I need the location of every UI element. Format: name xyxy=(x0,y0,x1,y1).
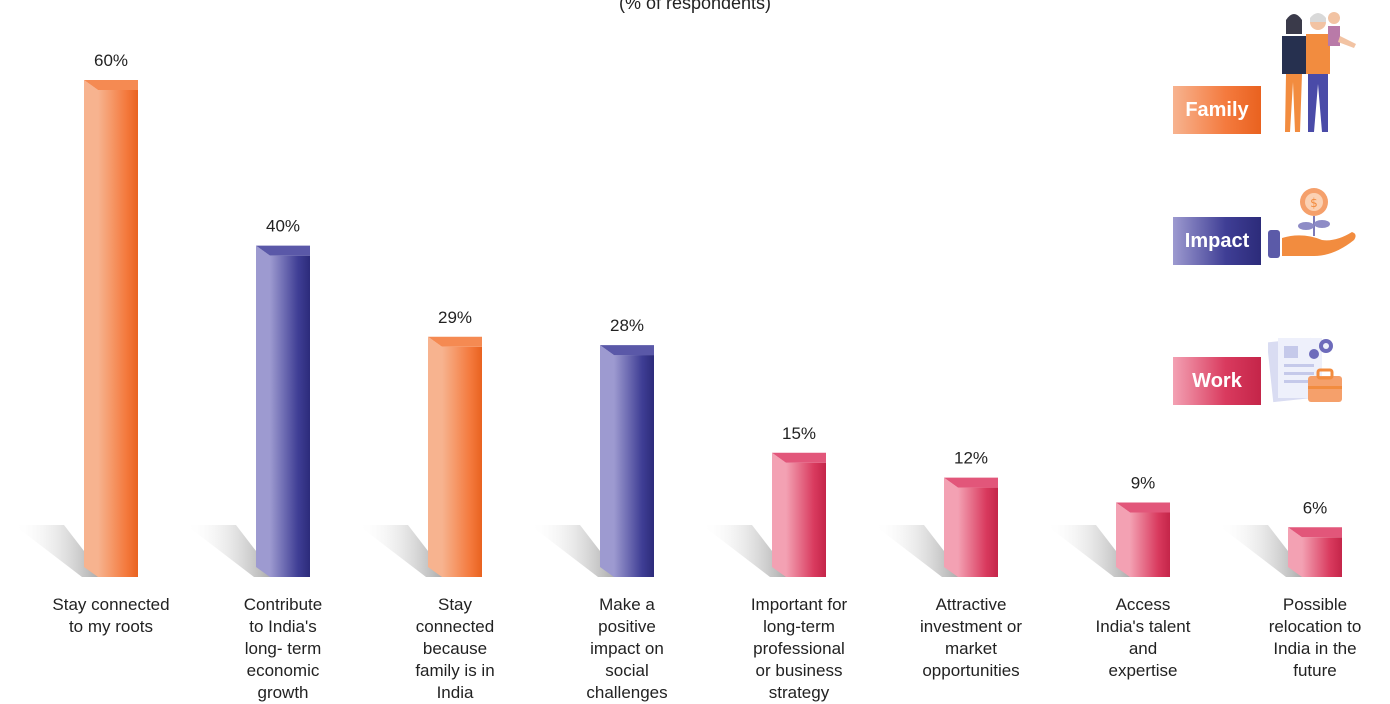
bar-5 xyxy=(772,452,826,577)
bar-side-face xyxy=(84,80,98,577)
bar-1 xyxy=(84,80,138,577)
category-label: Stay connected because family is in India xyxy=(415,595,495,702)
bar-3 xyxy=(428,336,482,577)
value-labels: 60% 40% 29% 28% 15% 12% 9% 6% xyxy=(94,51,1327,517)
bar-shadow xyxy=(702,525,792,577)
bar-front-face xyxy=(1130,512,1170,577)
category-label: Attractive investment or market opportuniti… xyxy=(919,595,1023,680)
bar-side-face xyxy=(600,345,614,577)
bar-shadow xyxy=(1046,525,1136,577)
value-label: 28% xyxy=(610,316,644,335)
legend-item-impact: Impact xyxy=(1173,217,1261,265)
value-label: 12% xyxy=(954,449,988,468)
bar-side-face xyxy=(944,477,958,577)
category-label: Stay connected to my roots xyxy=(52,595,170,636)
bar-shadow xyxy=(186,525,276,577)
value-label: 9% xyxy=(1131,473,1156,492)
bar-front-face xyxy=(270,255,310,577)
bar-shadow xyxy=(358,525,448,577)
bar-top-face xyxy=(84,80,138,90)
chart-subtitle: (% of respondents) xyxy=(618,0,772,13)
legend-item-family: Family xyxy=(1173,86,1261,134)
bar-front-face xyxy=(98,90,138,577)
value-label: 6% xyxy=(1303,498,1328,517)
value-label: 29% xyxy=(438,308,472,327)
legend-label-family: Family xyxy=(1185,98,1249,121)
bar-side-face xyxy=(256,245,270,577)
bar-7 xyxy=(1116,502,1170,577)
bar-top-face xyxy=(1288,527,1342,538)
category-label: Important for long-term professional or bus… xyxy=(750,595,848,702)
bar-shadow xyxy=(874,525,964,577)
bar-side-face xyxy=(772,452,786,577)
bar-top-face xyxy=(256,245,310,256)
bars xyxy=(84,80,1342,577)
category-label: Contribute to India's long- term economic gr… xyxy=(243,595,323,702)
money-plant-hand-icon: $ xyxy=(1268,188,1356,258)
bar-front-face xyxy=(958,487,998,577)
bar-side-face xyxy=(428,336,442,577)
bar-6 xyxy=(944,477,998,577)
family-illustration-icon xyxy=(1282,12,1356,132)
bar-top-face xyxy=(600,345,654,356)
bar-top-face xyxy=(428,336,482,347)
bar-top-face xyxy=(944,477,998,488)
bar-shadow xyxy=(1218,525,1308,577)
value-label: 60% xyxy=(94,51,128,70)
bar-side-face xyxy=(1288,527,1302,577)
category-label: Make a positive impact on social challenges xyxy=(586,595,668,702)
legend-item-work: Work xyxy=(1173,357,1261,405)
value-label: 40% xyxy=(266,217,300,236)
legend-label-work: Work xyxy=(1192,369,1242,392)
bar-shadows xyxy=(14,525,1308,577)
category-label: Access India's talent and expertise xyxy=(1095,595,1191,680)
documents-briefcase-icon xyxy=(1268,337,1342,403)
bar-top-face xyxy=(772,452,826,463)
category-label: Possible relocation to India in the future xyxy=(1268,595,1362,680)
bar-side-face xyxy=(1116,502,1130,577)
bar-8 xyxy=(1288,527,1342,577)
value-label: 15% xyxy=(782,424,816,443)
bar-2 xyxy=(256,245,310,577)
bar-shadow xyxy=(530,525,620,577)
bar-top-face xyxy=(1116,502,1170,513)
bar-front-face xyxy=(442,346,482,577)
bar-front-face xyxy=(1302,537,1342,577)
svg-text:$: $ xyxy=(1310,196,1318,210)
bar-4 xyxy=(600,345,654,577)
legend-label-impact: Impact xyxy=(1184,229,1250,252)
bar-shadow xyxy=(14,525,104,577)
bar-front-face xyxy=(614,355,654,577)
bar-front-face xyxy=(786,462,826,577)
